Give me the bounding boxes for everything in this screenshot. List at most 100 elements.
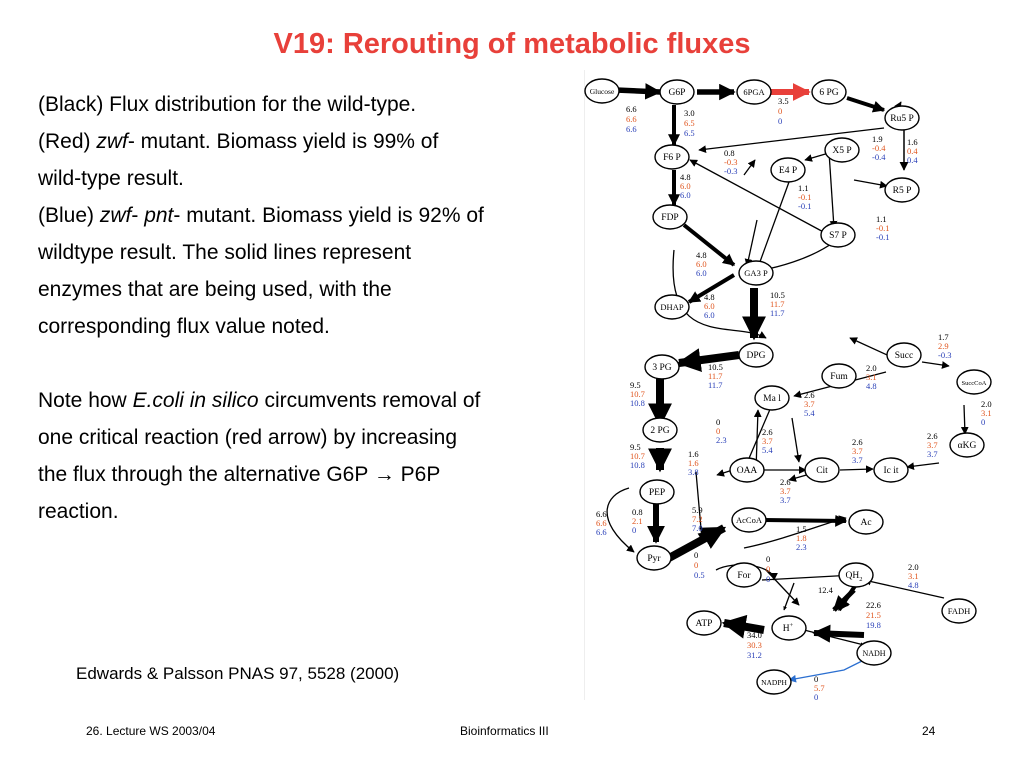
svg-text:-0.4: -0.4	[872, 143, 886, 153]
svg-text:0.8: 0.8	[724, 148, 735, 158]
slide-title: V19: Rerouting of metabolic fluxes	[273, 28, 751, 60]
svg-text:11.7: 11.7	[708, 371, 723, 381]
label-succoa: SuccCoA	[962, 380, 987, 387]
flux-glc: 6.66.66.6	[626, 104, 637, 134]
svg-text:31.2: 31.2	[747, 650, 762, 660]
svg-text:6.6: 6.6	[626, 114, 637, 124]
node-r5p	[884, 177, 920, 203]
svg-text:10.7: 10.7	[630, 451, 645, 461]
svg-text:3.7: 3.7	[780, 486, 791, 496]
svg-text:2.0: 2.0	[908, 562, 919, 572]
node-6pg	[811, 79, 847, 105]
node-atp	[686, 610, 722, 636]
svg-text:0: 0	[766, 574, 770, 584]
svg-text:11.7: 11.7	[708, 380, 723, 390]
svg-text:10.7: 10.7	[630, 389, 645, 399]
flux-cit: 2.63.73.7	[780, 477, 791, 505]
node-g6p	[659, 79, 695, 105]
flux-ac: 1.51.82.3	[796, 524, 807, 552]
svg-text:1.6: 1.6	[907, 137, 918, 147]
label-g6p: G6P	[669, 88, 686, 98]
svg-text:5.4: 5.4	[804, 408, 815, 418]
svg-text:0: 0	[694, 560, 698, 570]
footer-course: Bioinformatics III	[460, 724, 549, 738]
node-2pg	[642, 417, 678, 443]
metabolic-network-diagram: Glucose G6P 6PGA 6 PG Ru5 P F6 P X5 P E4…	[584, 70, 992, 702]
node-dhap	[654, 294, 690, 320]
flux-icit: 2.63.73.7	[852, 437, 863, 465]
label-pep: PEP	[649, 488, 665, 498]
node-cit	[804, 457, 840, 483]
label-fum: Fum	[830, 372, 848, 382]
svg-text:6.6: 6.6	[596, 518, 607, 528]
svg-text:10.5: 10.5	[770, 290, 785, 300]
metabolite-nodes	[584, 78, 992, 695]
flux-2pg: 9.510.710.8	[630, 442, 645, 470]
node-oaa	[729, 457, 765, 483]
flux-dhap: 4.86.06.0	[704, 292, 715, 320]
text-line: the flux through the alternative G6P → P…	[38, 463, 441, 486]
svg-text:2.6: 2.6	[927, 431, 938, 441]
svg-text:0.4: 0.4	[907, 155, 918, 165]
svg-text:5.9: 5.9	[692, 505, 703, 515]
svg-text:19.8: 19.8	[866, 620, 881, 630]
node-icit	[873, 457, 909, 483]
label-mal: Ma l	[763, 394, 781, 404]
flux-qh2-h: 12.4	[818, 585, 834, 595]
svg-text:4.8: 4.8	[866, 381, 877, 391]
node-ac	[848, 509, 884, 535]
label-ac: Ac	[860, 518, 871, 528]
text-line: (Blue) zwf- pnt- mutant. Biomass yield i…	[38, 204, 484, 227]
svg-text:2.1: 2.1	[632, 516, 643, 526]
label-atp: ATP	[696, 619, 713, 629]
label-fadh: FADH	[948, 606, 971, 616]
text-line: reaction.	[38, 500, 119, 523]
node-fadh	[941, 598, 977, 624]
svg-text:1.5: 1.5	[796, 524, 807, 534]
label-e4p: E4 P	[779, 166, 797, 176]
label-6pga: 6PGA	[743, 87, 765, 97]
svg-text:0: 0	[778, 116, 782, 126]
label-fdp: FDP	[661, 213, 678, 223]
flux-for: 000.5	[694, 550, 705, 580]
svg-text:6.6: 6.6	[626, 124, 637, 134]
svg-text:4.8: 4.8	[696, 250, 707, 260]
svg-text:0: 0	[814, 692, 818, 702]
svg-text:3.5: 3.5	[778, 96, 789, 106]
svg-text:4.8: 4.8	[680, 172, 691, 182]
flux-pep-oaa: 002.3	[716, 417, 727, 445]
flux-atp: 34.030.331.2	[747, 630, 762, 660]
svg-text:1.6: 1.6	[688, 449, 699, 459]
footer-page-number: 24	[922, 724, 936, 738]
svg-text:6.0: 6.0	[696, 259, 707, 269]
svg-text:0.4: 0.4	[907, 146, 918, 156]
label-icit: Ic it	[883, 466, 898, 476]
label-f6p: F6 P	[663, 153, 681, 163]
flux-e4p: 0.8-0.3-0.3	[724, 148, 737, 176]
label-3pg: 3 PG	[652, 363, 671, 373]
flux-fdp: 4.86.06.0	[696, 250, 707, 278]
svg-text:1.8: 1.8	[796, 533, 807, 543]
flux-akg: 2.63.73.7	[927, 431, 938, 459]
text-line: wild-type result.	[38, 167, 184, 190]
node-x5p	[824, 137, 860, 163]
high-flux-edges	[615, 83, 909, 643]
node-nadph	[756, 669, 792, 695]
label-cit: Cit	[816, 466, 828, 476]
svg-text:-0.1: -0.1	[798, 192, 811, 202]
slide-body: (Black) Flux distribution for the wild-t…	[38, 86, 598, 530]
node-6pga	[736, 79, 772, 105]
svg-text:11.7: 11.7	[770, 308, 785, 318]
svg-text:10.8: 10.8	[630, 398, 645, 408]
svg-text:3.7: 3.7	[927, 440, 938, 450]
svg-text:-0.3: -0.3	[938, 350, 951, 360]
node-f6p	[654, 144, 690, 170]
svg-text:6.0: 6.0	[680, 190, 691, 200]
svg-text:3.1: 3.1	[981, 408, 992, 418]
svg-text:0: 0	[632, 525, 636, 535]
text-line: corresponding flux value noted.	[38, 315, 330, 338]
reference-citation: Edwards & Palsson PNAS 97, 5528 (2000)	[76, 664, 400, 683]
node-fdp	[652, 204, 688, 230]
svg-text:5.7: 5.7	[814, 683, 825, 693]
svg-text:30.3: 30.3	[747, 640, 762, 650]
